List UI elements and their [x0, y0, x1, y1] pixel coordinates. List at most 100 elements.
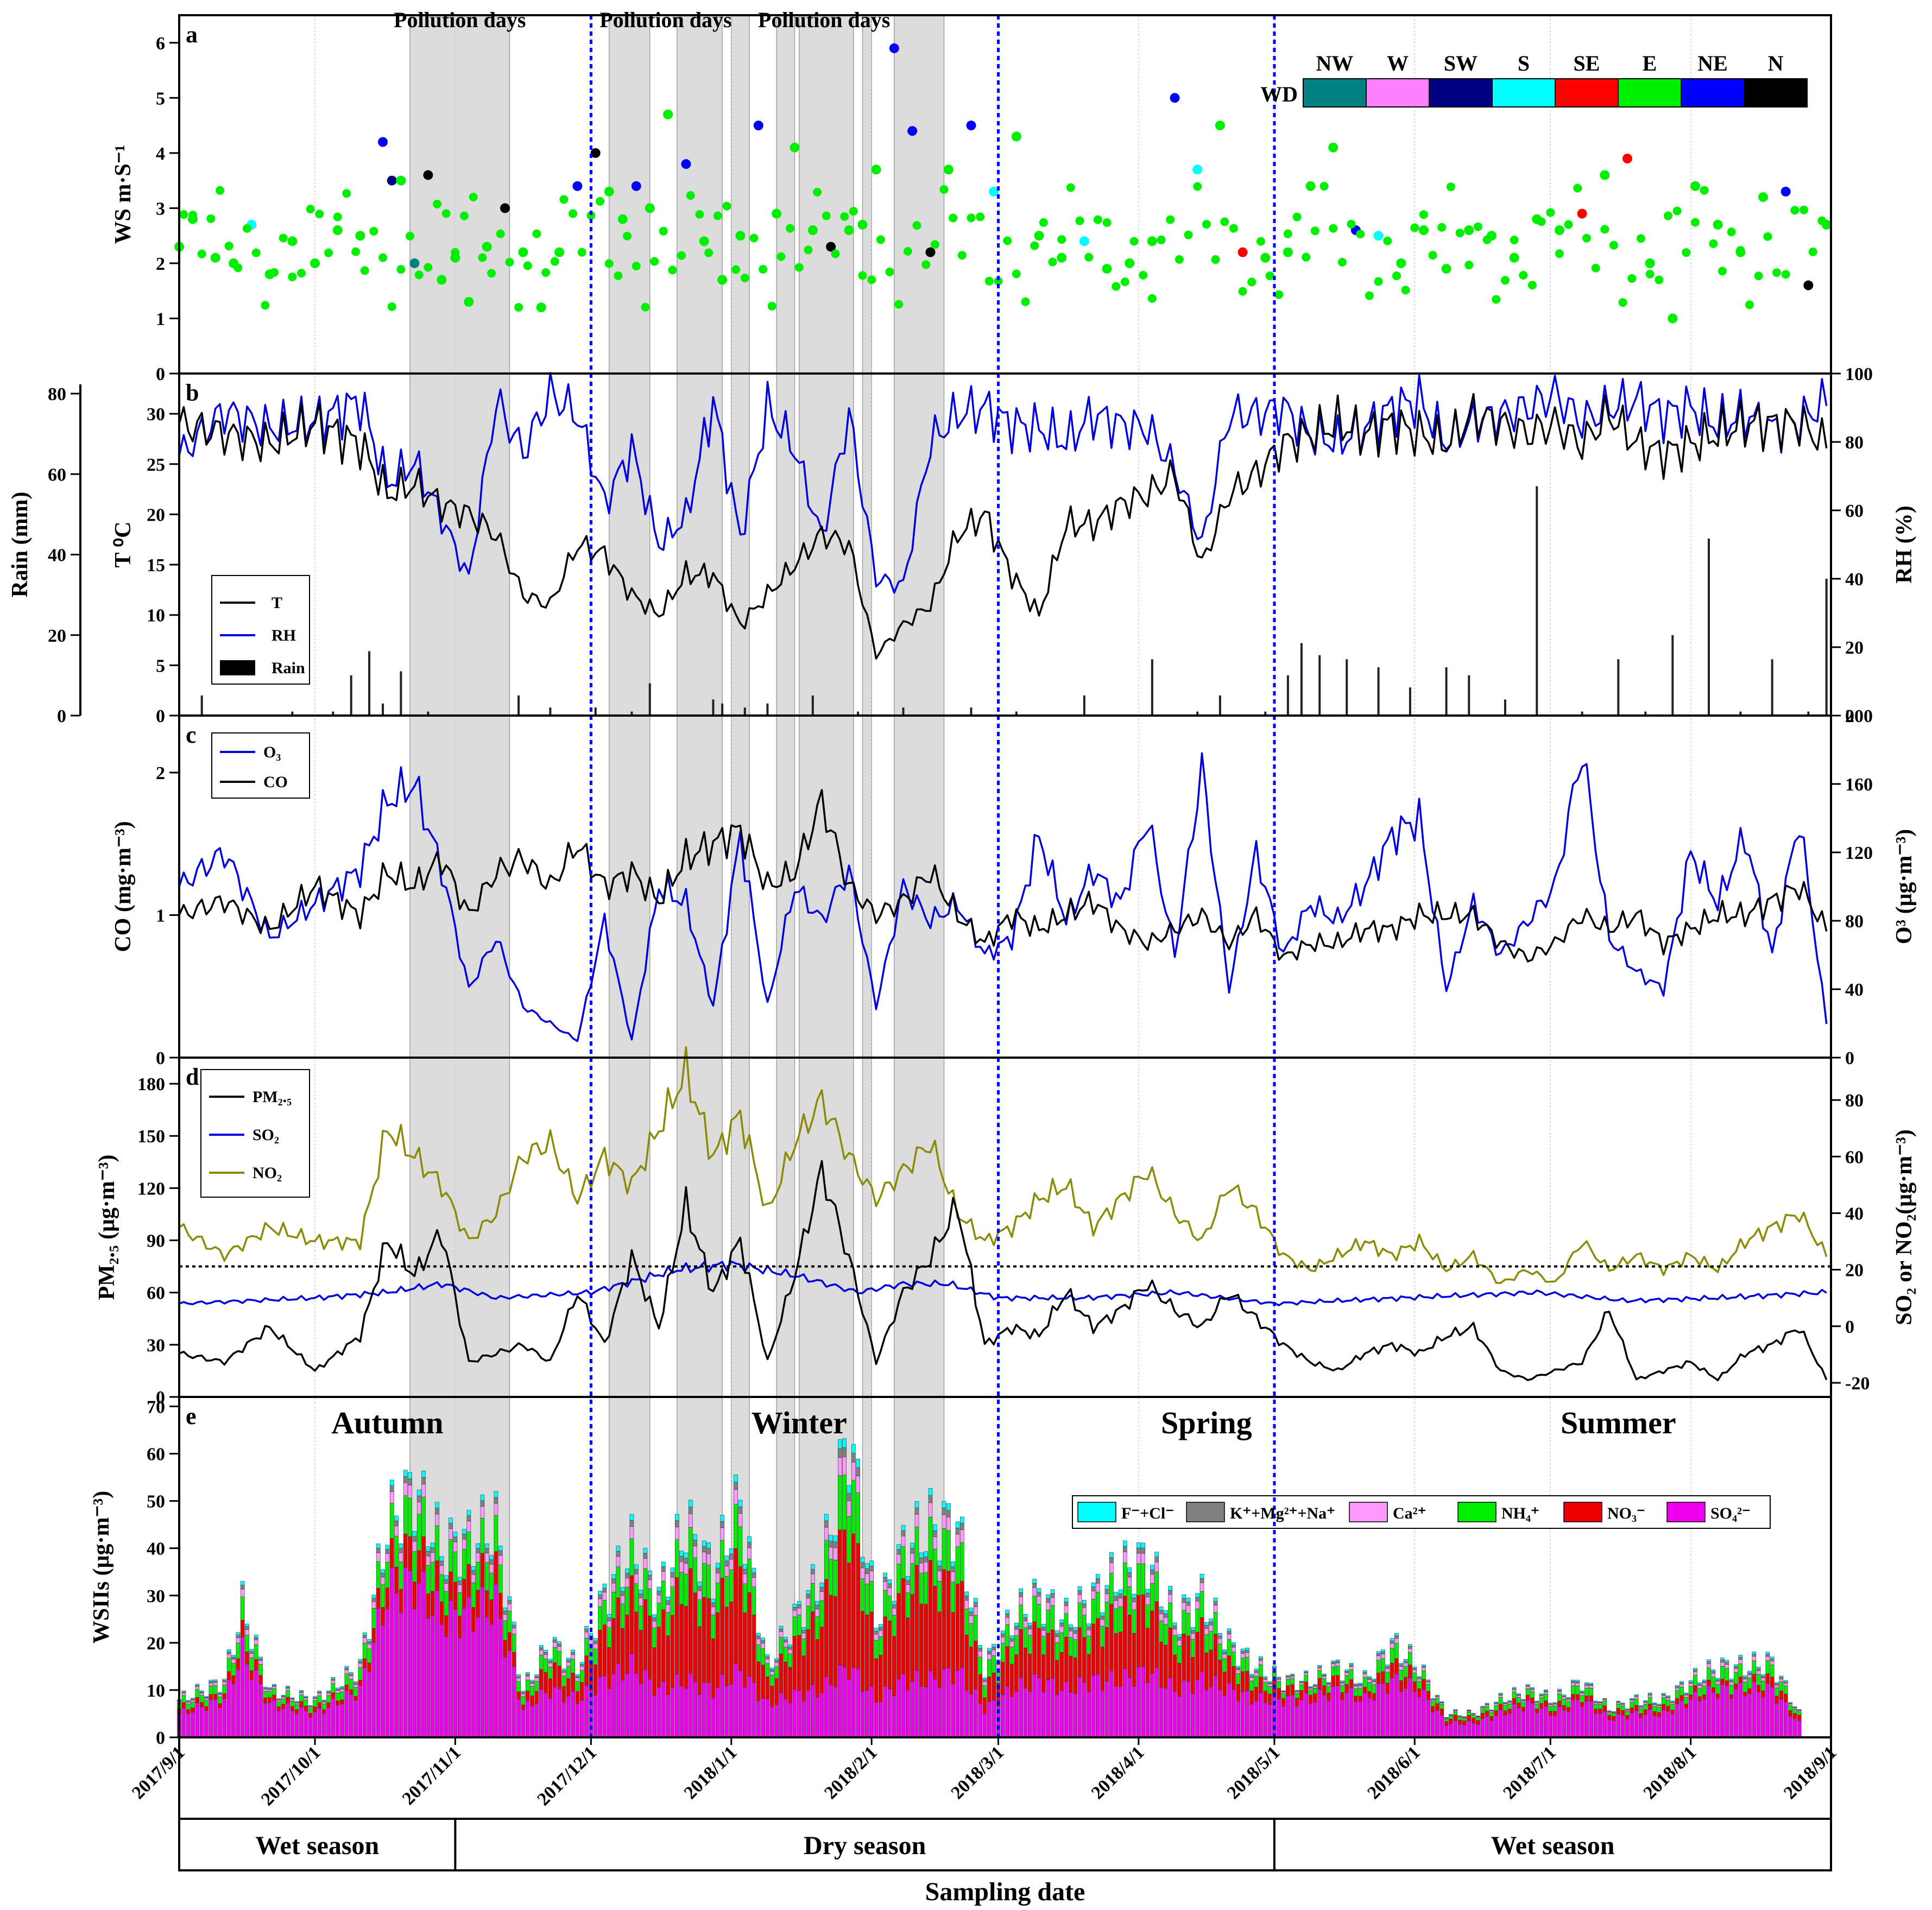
wsii-bar-244-2 [1281, 1693, 1286, 1699]
wsii-bar-245-3 [1286, 1677, 1290, 1680]
wsii-bar-244-1 [1281, 1698, 1286, 1706]
wsii-bar-309-0 [1575, 1699, 1580, 1738]
wsii-bar-154-3 [874, 1634, 879, 1641]
wsii-bar-69-4 [489, 1559, 494, 1565]
wsii-bar-70-0 [494, 1584, 498, 1738]
ws-point-26 [617, 214, 628, 224]
wsii-bar-267-4 [1385, 1666, 1390, 1669]
wsii-bar-229-1 [1213, 1634, 1218, 1677]
wsii-bar-106-0 [656, 1687, 661, 1738]
wsii-bar-105-4 [652, 1617, 656, 1622]
wsii-bar-321-0 [1630, 1712, 1634, 1738]
wsii-bar-269-5 [1394, 1633, 1399, 1636]
wsii-bar-119-3 [715, 1572, 720, 1583]
ws-point-extra-1 [179, 210, 188, 219]
wsii-bar-8-1 [213, 1694, 218, 1700]
wsii-bar-227-3 [1204, 1628, 1209, 1635]
wsii-bar-139-4 [806, 1594, 811, 1598]
wsii-bar-80-1 [539, 1669, 544, 1690]
wsii-bar-111-2 [679, 1572, 684, 1605]
wsii-bar-338-1 [1707, 1680, 1711, 1686]
wsii-bar-144-2 [829, 1559, 833, 1596]
wsii-bar-216-5 [1154, 1552, 1159, 1558]
wsii-bar-357-0 [1792, 1718, 1797, 1738]
wsii-bar-165-5 [924, 1551, 928, 1557]
ws-point-extra-145 [831, 249, 840, 258]
wsii-bar-252-2 [1317, 1670, 1322, 1679]
wsii-bar-97-4 [616, 1551, 621, 1557]
legend-d-box [200, 1069, 310, 1198]
wsii-bar-321-2 [1630, 1702, 1634, 1708]
wsii-bar-289-5 [1485, 1703, 1489, 1704]
wsii-bar-103-3 [643, 1558, 648, 1569]
wsii-bar-137-4 [797, 1604, 801, 1609]
wsii-bar-342-0 [1725, 1685, 1729, 1738]
wsii-bar-189-4 [1032, 1583, 1037, 1588]
wsii-bar-48-0 [394, 1593, 399, 1738]
d-pm-ticklabel-5: 150 [137, 1127, 165, 1147]
wsii-bar-110-2 [674, 1539, 679, 1578]
wsii-bar-247-3 [1295, 1691, 1299, 1694]
wsii-bar-117-5 [706, 1542, 711, 1548]
wsii-bar-334-3 [1688, 1683, 1693, 1687]
wsii-bar-270-5 [1399, 1662, 1404, 1665]
wsii-bar-226-3 [1199, 1582, 1204, 1592]
ws-point-extra-27 [297, 269, 306, 278]
wsii-bar-229-2 [1213, 1612, 1218, 1635]
ws-point-extra-7 [206, 214, 216, 223]
wsii-bar-354-0 [1779, 1699, 1784, 1738]
wsii-bar-108-2 [666, 1612, 670, 1636]
wsii-bar-53-0 [416, 1583, 421, 1738]
wsii-bar-349-0 [1756, 1692, 1761, 1738]
wsii-bar-136-2 [792, 1616, 797, 1636]
ws-point-extra-37 [342, 189, 351, 198]
wsii-bar-188-0 [1027, 1691, 1032, 1738]
wsii-bar-70-3 [494, 1503, 498, 1516]
wsii-bar-253-0 [1322, 1694, 1327, 1738]
wsii-bar-278-3 [1435, 1697, 1439, 1699]
wsii-bar-112-2 [684, 1574, 689, 1607]
wsii-bar-290-0 [1489, 1720, 1494, 1738]
wsii-bar-85-0 [561, 1702, 566, 1738]
wsii-bar-313-1 [1593, 1709, 1598, 1713]
wsii-bar-354-3 [1779, 1679, 1784, 1683]
wsii-bar-9-4 [218, 1693, 222, 1695]
wsii-bar-186-1 [1019, 1629, 1024, 1678]
wsii-bar-267-0 [1385, 1693, 1390, 1738]
wsii-bar-158-5 [892, 1601, 896, 1605]
wsii-bar-3-1 [191, 1707, 195, 1713]
wsii-bar-6-3 [204, 1698, 209, 1701]
rain-bar-3 [350, 675, 352, 716]
wsii-bar-116-1 [702, 1597, 706, 1683]
wsii-bar-319-0 [1620, 1715, 1625, 1738]
wsii-bar-5-4 [199, 1691, 204, 1693]
wsii-bar-101-0 [634, 1673, 639, 1738]
ws-point-extra-309 [1573, 184, 1582, 193]
wsii-bar-267-5 [1385, 1665, 1390, 1667]
wsii-bar-30-5 [313, 1696, 317, 1698]
wsii-bar-264-0 [1372, 1700, 1377, 1738]
wsii-bar-151-1 [860, 1611, 865, 1692]
wsii-bar-31-1 [317, 1702, 322, 1709]
wsii-bar-336-1 [1697, 1696, 1702, 1702]
ws-point-extra-163 [912, 221, 921, 230]
wsii-bar-125-5 [742, 1564, 747, 1570]
wsii-bar-204-0 [1100, 1690, 1105, 1738]
wsii-bar-227-5 [1204, 1622, 1209, 1626]
wsii-bar-128-5 [756, 1633, 761, 1636]
ws-point-extra-317 [1609, 241, 1618, 250]
wsii-bar-87-1 [571, 1673, 575, 1692]
b-t-ticklabel-2: 10 [147, 606, 165, 626]
wsii-bar-190-3 [1037, 1596, 1041, 1605]
wsii-bar-275-2 [1422, 1670, 1426, 1680]
wsii-bar-264-2 [1372, 1684, 1377, 1694]
wsii-bar-58-1 [439, 1601, 444, 1625]
wsii-bar-291-1 [1494, 1710, 1499, 1716]
wsii-bar-157-4 [887, 1583, 892, 1588]
wsii-bar-43-4 [371, 1598, 376, 1602]
wsii-bar-305-1 [1557, 1700, 1562, 1707]
wsii-bar-118-2 [711, 1615, 716, 1639]
wsii-bar-299-0 [1530, 1703, 1535, 1738]
wsii-bar-206-2 [1109, 1573, 1114, 1605]
wsii-bar-110-1 [674, 1577, 679, 1674]
